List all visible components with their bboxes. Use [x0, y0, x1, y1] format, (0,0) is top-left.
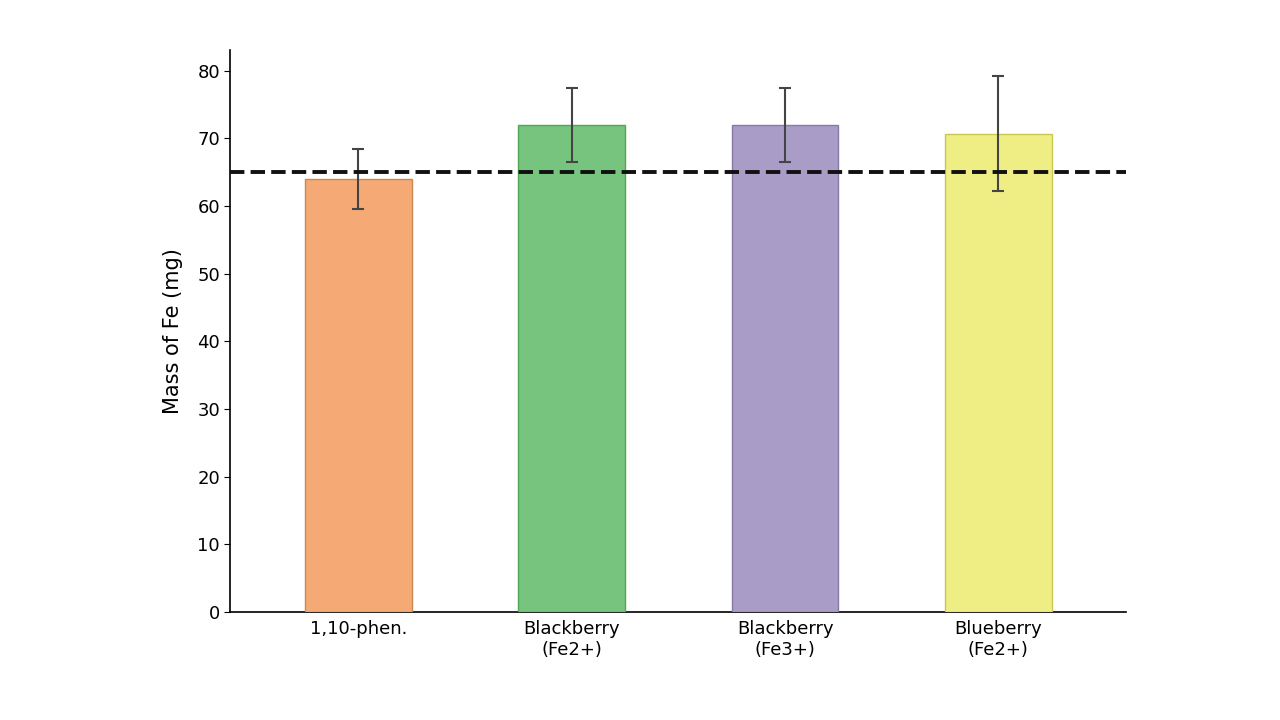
Bar: [305, 179, 412, 612]
Bar: [945, 134, 1052, 612]
Bar: [732, 125, 838, 612]
Y-axis label: Mass of Fe (mg): Mass of Fe (mg): [164, 248, 183, 414]
Bar: [518, 125, 625, 612]
